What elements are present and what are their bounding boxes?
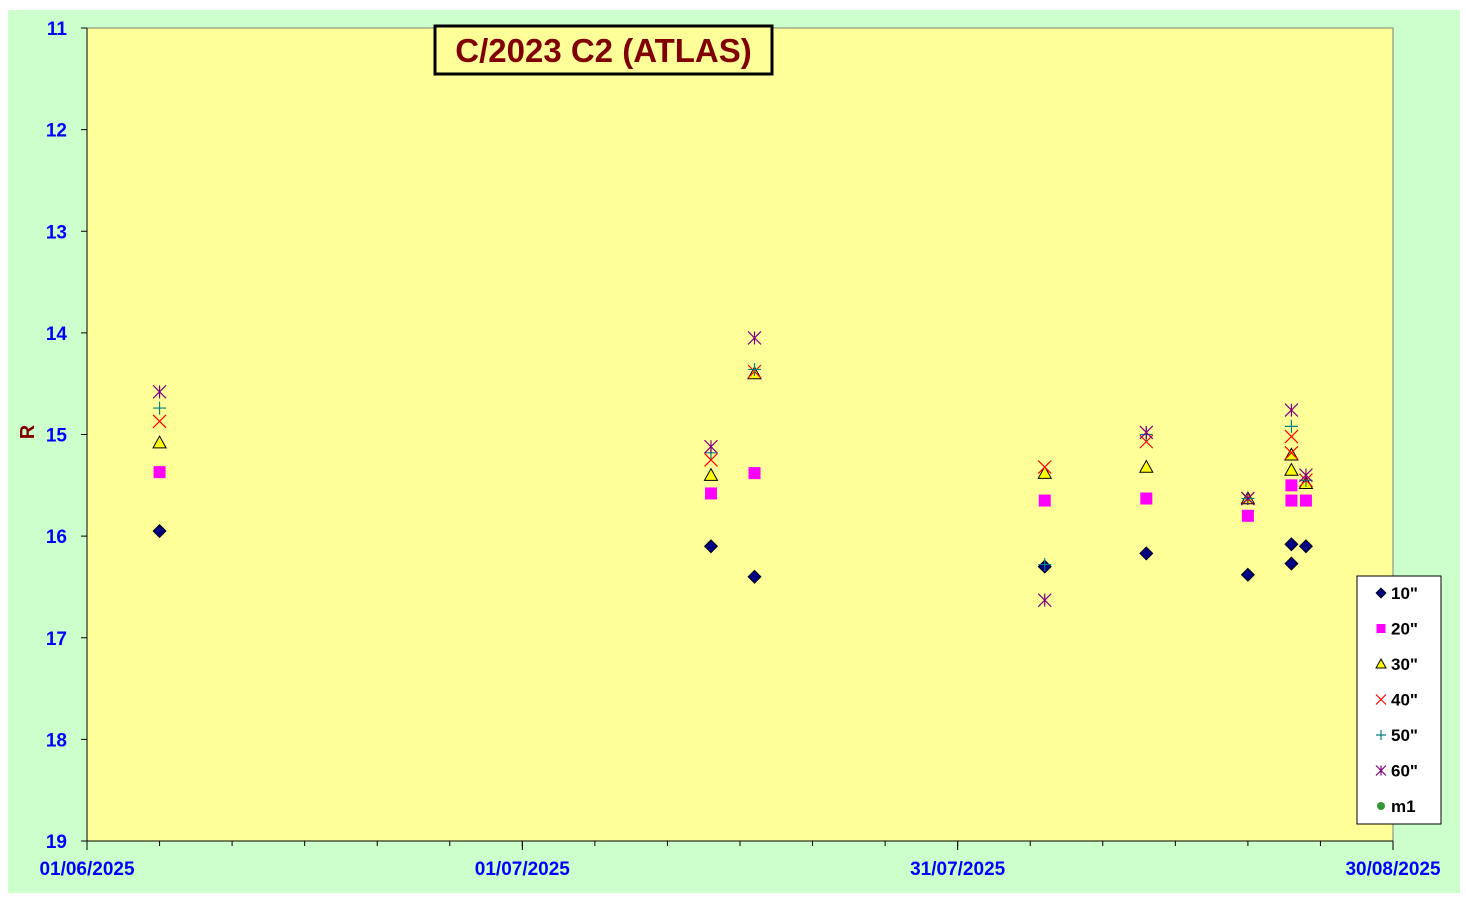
data-point [703,539,719,554]
data-point [1284,429,1299,444]
x-tick-label: 01/06/2025 [39,859,135,880]
data-point [152,384,167,399]
data-point [1240,567,1255,582]
legend-item: 20" [1376,620,1418,639]
y-tick-label: 11 [47,19,68,40]
legend-label: 50" [1391,726,1418,745]
series-20 [153,466,1312,522]
series-10 [152,523,1313,584]
series-60 [152,331,1313,608]
plot-area [86,27,1394,842]
data-point [152,435,167,449]
data-point [1284,556,1299,571]
legend-item: m1 [1377,797,1416,816]
data-point [1037,593,1052,608]
data-point [1284,537,1299,552]
legend-label: 60" [1391,762,1418,781]
legend-marker [1375,694,1387,705]
legend-item: 10" [1375,584,1418,603]
legend-marker [1377,802,1385,810]
x-tick-label: 31/07/2025 [910,859,1006,880]
data-point [1284,445,1299,460]
data-point [1285,494,1298,507]
y-tick-label: 18 [46,730,67,751]
data-point [1139,425,1154,440]
data-point [748,362,762,376]
legend-item: 40" [1375,691,1418,710]
legend-marker [1375,765,1387,776]
data-point [1037,465,1053,479]
y-tick-label: 17 [46,629,67,650]
legend-item: 60" [1375,762,1418,781]
data-point [1284,403,1299,418]
legend-label: 40" [1391,691,1418,710]
y-tick-label: 12 [46,121,67,142]
data-point [704,439,718,454]
data-point [153,466,166,479]
x-tick-label: 30/08/2025 [1345,859,1441,880]
legend: 10" 20" 30" 40" 50" 60" m1 [1356,575,1442,825]
data-point [1140,492,1153,505]
chart-title: C/2023 C2 (ATLAS) [455,32,751,69]
y-tick-label: 14 [46,324,68,345]
legend-marker [1375,657,1387,669]
data-point [1284,462,1299,476]
data-point [153,401,167,415]
data-point [1241,509,1254,522]
data-point [152,414,167,429]
data-point [704,487,717,500]
legend-item: 30" [1375,655,1418,674]
data-point [1038,494,1051,507]
legend-box [1356,575,1442,825]
data-point [1240,491,1255,506]
data-point [704,452,718,467]
data-point [1284,447,1299,461]
data-marks [152,331,1314,608]
legend-label: 10" [1391,584,1418,603]
y-tick-label: 16 [46,527,67,548]
legend-label: 20" [1391,620,1418,639]
data-point [1285,479,1298,492]
data-point [1138,459,1154,473]
legend-marker [1375,587,1387,599]
data-point [747,331,762,345]
y-axis-label: R [17,424,39,439]
data-point [1299,468,1313,483]
y-tick-label: 19 [46,832,67,853]
series-30 [152,365,1314,505]
chart-title-box: C/2023 C2 (ATLAS) [433,24,774,76]
y-tick-label: 15 [46,426,68,447]
data-point [152,523,167,539]
legend-label: 30" [1391,655,1418,674]
data-point [1298,539,1313,554]
legend-item: 50" [1376,726,1418,745]
data-point [1284,419,1298,433]
data-point [748,467,761,480]
data-point [1299,494,1312,507]
data-point [747,569,762,584]
legend-marker [1376,730,1386,740]
legend-label: m1 [1391,797,1416,816]
axes: 11 12 13 14 15 16 17 18 19 01/06/2025 01/07/2025 31… [39,19,1441,880]
data-point [1038,558,1052,572]
y-tick-label: 13 [46,222,67,243]
data-point [703,467,719,481]
data-point [1139,546,1154,561]
x-tick-label: 01/07/2025 [475,859,571,880]
data-point [1037,460,1052,474]
legend-marker [1376,624,1386,633]
